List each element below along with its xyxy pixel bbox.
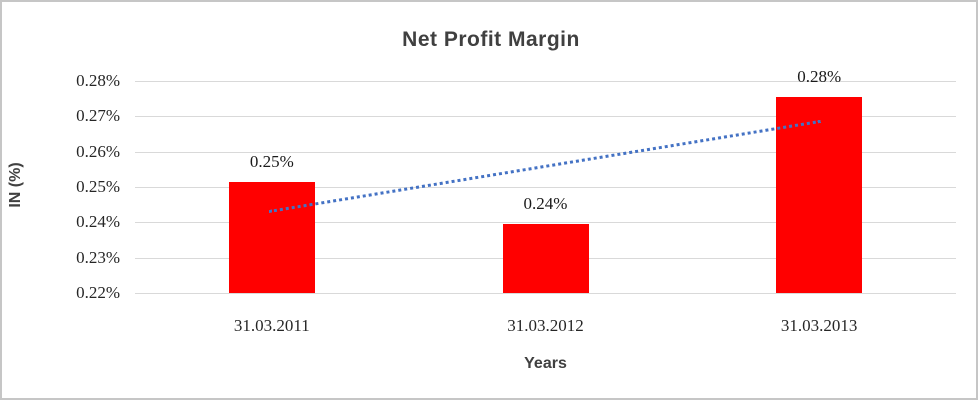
gridline — [135, 81, 956, 82]
y-tick-label: 0.24% — [76, 212, 120, 232]
bar-31.03.2011 — [228, 181, 315, 293]
bar-data-label: 0.24% — [523, 194, 568, 214]
x-category-label: 31.03.2012 — [507, 316, 584, 335]
y-tick-label: 0.26% — [76, 141, 120, 161]
y-tick-label: 0.23% — [76, 247, 120, 267]
chart-title: Net Profit Margin — [402, 28, 580, 51]
bar-31.03.2012 — [502, 224, 589, 293]
y-tick-label: 0.25% — [76, 177, 120, 196]
y-tick-label: 0.27% — [76, 106, 120, 126]
bar-data-label: 0.25% — [249, 151, 294, 171]
gridline — [135, 116, 956, 118]
gridline — [135, 222, 956, 224]
bar-data-label: 0.28% — [797, 66, 842, 86]
gridline — [135, 151, 956, 153]
y-tick-label: 0.22% — [76, 283, 120, 302]
x-category-label: 31.03.2013 — [780, 316, 858, 335]
y-tick-label: 0.28% — [76, 71, 120, 90]
gridline — [135, 187, 956, 188]
x-axis-title: Years — [524, 355, 567, 372]
x-category-label: 31.03.2011 — [233, 316, 310, 335]
bar-31.03.2013 — [776, 96, 863, 293]
gridline — [135, 293, 956, 294]
